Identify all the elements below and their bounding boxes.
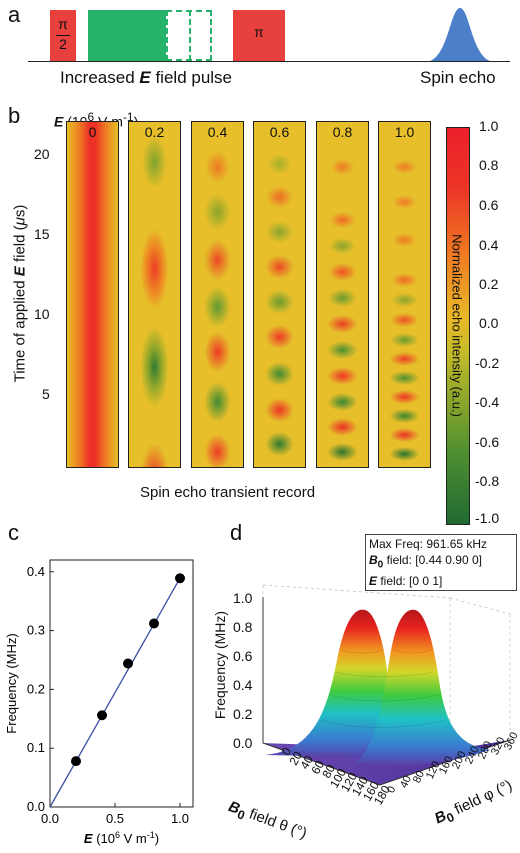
pi-pulse: π: [233, 10, 285, 61]
pi-half-pulse: π 2: [50, 10, 76, 61]
data-point: [97, 710, 107, 721]
d-ztick: 0.0: [233, 735, 253, 751]
panel-d-zlabel: Frequency (MHz): [212, 610, 228, 720]
timeline-baseline: [28, 61, 510, 62]
cbar-tick: 0.8: [479, 157, 499, 173]
colorbar-title: Normalized echo intensity (a.u.): [449, 234, 465, 417]
b-ytick-20: 20: [34, 146, 50, 162]
b-ytick-10: 10: [34, 306, 50, 322]
pi-pulse-label: π: [254, 24, 264, 40]
x-tick-label: 0.5: [106, 811, 124, 826]
cbar-tick: 0.0: [479, 315, 499, 331]
y-tick-label: 0.4: [27, 564, 45, 579]
d-ztick: 0.2: [233, 706, 253, 722]
cbar-tick: -0.6: [475, 434, 500, 450]
cbar-tick: -0.8: [475, 473, 500, 489]
cbar-tick: -0.2: [475, 355, 500, 371]
surface-peak-right: [355, 609, 490, 766]
data-point: [123, 658, 133, 669]
cbar-tick: 0.6: [479, 197, 499, 213]
e-field-pulse: [88, 10, 166, 61]
panel-d-letter: d: [230, 520, 243, 545]
d-ztick: 0.4: [233, 677, 253, 693]
data-point: [71, 756, 81, 767]
column-label: 0.2: [144, 124, 165, 140]
frequency-vs-e-chart: 0.0 0.5 1.0 0.0 0.1 0.2 0.3 0.4 Frequency (MHz) E…: [4, 559, 194, 846]
theta-axis: [262, 742, 381, 786]
data-point: [149, 618, 159, 629]
heatmap-column-0: 0: [66, 121, 119, 468]
phi-axis: [379, 739, 511, 786]
column-label: 0.4: [207, 124, 228, 140]
panel-a-letter: a: [8, 2, 21, 27]
cbar-tick: 1.0: [479, 118, 499, 134]
cbar-tick: 0.2: [479, 276, 499, 292]
surface-3d-plot: [262, 584, 511, 786]
column-label: 0.8: [332, 124, 353, 140]
b-ytick-5: 5: [42, 386, 50, 402]
column-label: 1.0: [394, 124, 415, 140]
pi-half-numerator: π: [58, 16, 68, 32]
pulse-label: Increased E field pulse: [60, 68, 233, 87]
max-freq-line: Max Freq: 961.65 kHz: [369, 537, 488, 551]
column-label: 0.6: [269, 124, 290, 140]
y-tick-label: 0.0: [27, 799, 45, 814]
y-tick-label: 0.1: [27, 740, 45, 755]
column-label: 0: [88, 124, 97, 140]
cbar-tick: 0.4: [479, 237, 499, 253]
d-ztick: 1.0: [233, 590, 253, 606]
b-field-line: B0 field: [0.44 0.90 0]: [369, 553, 482, 571]
surface-contour-lines: [319, 649, 446, 728]
max-freq-info-box: Max Freq: 961.65 kHz B0 field: [0.44 0.9…: [365, 534, 517, 592]
plot-frame: [49, 559, 194, 808]
heatmap-column-0.8: 0.8: [316, 121, 369, 468]
y-tick-label: 0.3: [27, 623, 45, 638]
cbar-tick: -0.4: [475, 394, 500, 410]
data-point: [175, 573, 185, 584]
heatmap-column-1.0: 1.0: [378, 121, 431, 468]
panel-b-xlabel: Spin echo transient record: [140, 484, 316, 501]
colorbar: [446, 127, 470, 525]
b-ytick-15: 15: [34, 226, 50, 242]
heatmap-column-0.2: 0.2: [128, 121, 181, 468]
panel-b-ylabel: Time of applied E field (μs): [11, 204, 29, 383]
y-axis-label: Frequency (MHz): [4, 633, 19, 733]
panel-b-letter: b: [8, 103, 21, 128]
heatmap-column-0.6: 0.6: [253, 121, 306, 468]
x-tick-label: 1.0: [171, 811, 189, 826]
x-tick-label: 0.0: [41, 811, 59, 826]
y-tick-label: 0.2: [27, 681, 45, 696]
panel-c-letter: c: [8, 520, 19, 545]
dashed-divider: [189, 10, 191, 61]
d-ztick: 0.8: [233, 619, 253, 635]
fraction-bar: [56, 35, 70, 36]
spin-echo-label: Spin echo: [420, 68, 496, 87]
spin-echo-peak: [425, 8, 495, 62]
pi-half-denominator: 2: [59, 36, 67, 52]
linear-fit-line: [49, 577, 181, 808]
e-field-line: E field: [0 0 1]: [369, 574, 443, 589]
cbar-tick: -1.0: [475, 510, 500, 526]
x-axis-label: E (106 V m-1): [84, 830, 159, 846]
surface-peak-left: [265, 609, 410, 758]
d-ztick: 0.6: [233, 648, 253, 664]
heatmap-column-0.4: 0.4: [191, 121, 244, 468]
